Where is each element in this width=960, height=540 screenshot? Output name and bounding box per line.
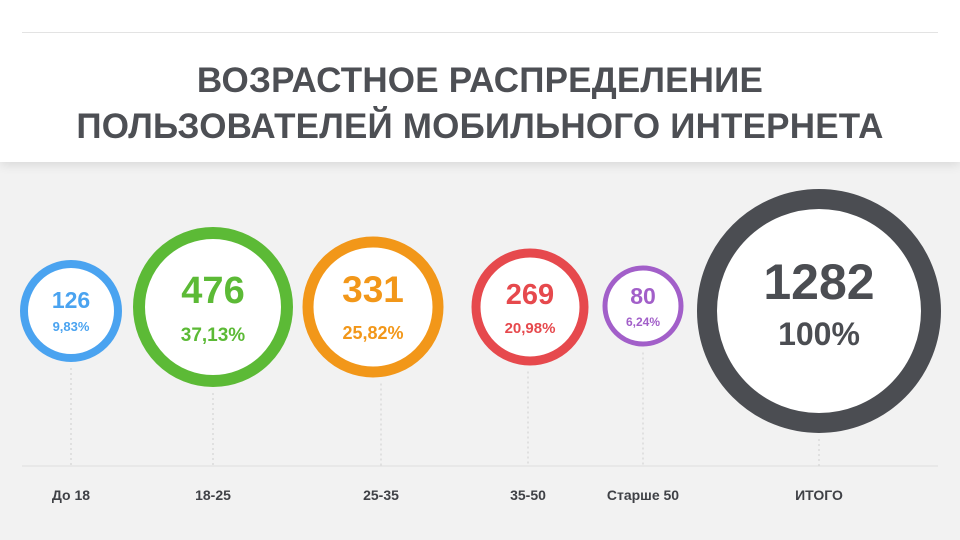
bubble-5-ring [602, 265, 684, 347]
title-line-2: ПОЛЬЗОВАТЕЛЕЙ МОБИЛЬНОГО ИНТЕРНЕТА [76, 107, 884, 146]
bubble-2-category-label: 18-25 [195, 487, 231, 503]
bubble-1-ring [20, 260, 122, 362]
bubble-5-category-label: Старше 50 [607, 487, 679, 503]
bubble-5-value-label: 80 [630, 283, 656, 309]
bubble-3-ring [302, 236, 444, 378]
bubble-2-percent-label: 37,13% [181, 325, 246, 346]
header-divider [22, 32, 938, 33]
bubble-6-category-label: ИТОГО [795, 487, 843, 503]
title-line-1: ВОЗРАСТНОЕ РАСПРЕДЕЛЕНИЕ [196, 61, 764, 100]
bubble-2-ring [133, 227, 293, 387]
bubble-4-category-label: 35-50 [510, 487, 546, 503]
bubble-4-value-label: 269 [506, 279, 554, 311]
bubble-1-percent-label: 9,83% [53, 319, 90, 334]
bubble-5-percent-label: 6,24% [626, 315, 660, 329]
bubble-2-value-label: 476 [181, 270, 244, 312]
header: ВОЗРАСТНОЕ РАСПРЕДЕЛЕНИЕ ПОЛЬЗОВАТЕЛЕЙ М… [0, 0, 960, 162]
bubble-3-percent-label: 25,82% [342, 323, 403, 343]
page-title: ВОЗРАСТНОЕ РАСПРЕДЕЛЕНИЕ ПОЛЬЗОВАТЕЛЕЙ М… [0, 58, 960, 150]
bubble-6-value-label: 1282 [763, 254, 874, 310]
bubble-3-category-label: 25-35 [363, 487, 399, 503]
bubble-1-category-label: До 18 [52, 487, 90, 503]
bubble-6-ring [697, 189, 941, 433]
bubble-1-value-label: 126 [52, 287, 90, 313]
chart-marks: 126 9,83% До 18 476 37,13% 18-25 331 25,82% 25-3… [20, 189, 941, 503]
bubble-3-value-label: 331 [342, 269, 404, 310]
bubble-6-percent-label: 100% [778, 316, 860, 352]
bubble-4-percent-label: 20,98% [505, 320, 556, 337]
bubble-4-ring [471, 248, 589, 366]
